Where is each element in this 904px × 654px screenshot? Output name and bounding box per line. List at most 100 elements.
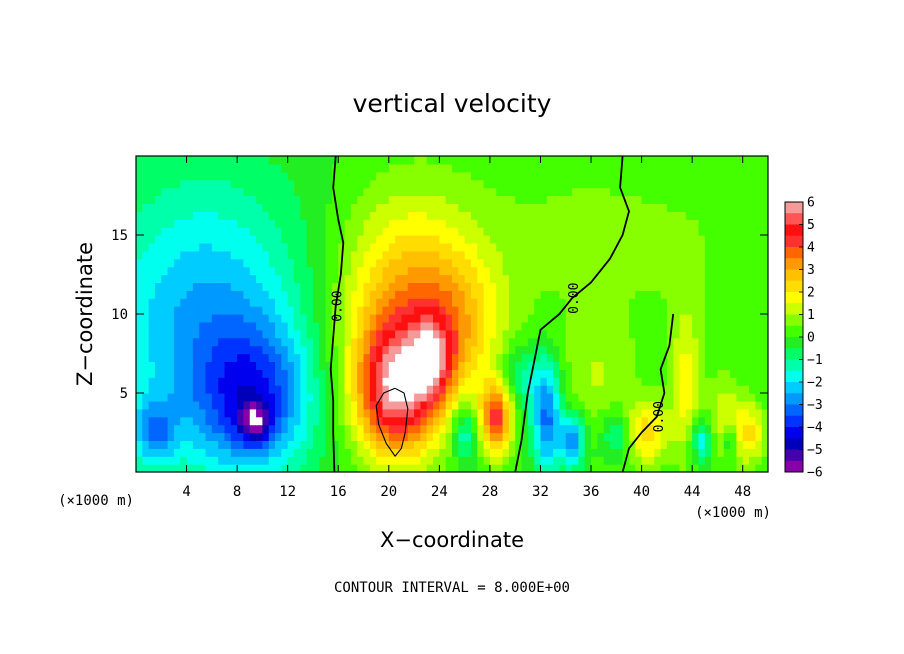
field-cell: [565, 274, 573, 283]
field-cell: [483, 432, 491, 441]
field-cell: [294, 163, 301, 173]
field-cell: [388, 314, 396, 323]
field-cell: [319, 298, 327, 307]
field-cell: [186, 314, 194, 323]
field-cell: [527, 156, 535, 165]
field-cell: [167, 369, 175, 378]
field-cell: [445, 163, 453, 173]
field-cell: [502, 298, 510, 307]
field-cell: [704, 377, 712, 386]
field-cell: [388, 187, 396, 197]
field-cell: [698, 163, 706, 173]
field-cell: [730, 377, 737, 386]
field-cell: [591, 464, 598, 472]
field-cell: [426, 329, 434, 339]
field-cell: [489, 440, 497, 449]
field-cell: [527, 464, 535, 472]
field-cell: [173, 345, 181, 355]
field-cell: [331, 448, 339, 457]
field-cell: [249, 456, 257, 465]
field-cell: [173, 235, 181, 244]
field-cell: [458, 424, 466, 434]
field-cell: [281, 369, 289, 378]
field-cell: [584, 266, 592, 276]
contour-line: [621, 313, 675, 472]
field-cell: [275, 282, 282, 291]
field-cell: [641, 464, 649, 472]
y-tick-label: 5: [120, 386, 128, 402]
field-cell: [591, 282, 598, 291]
field-cell: [452, 298, 459, 307]
field-cell: [414, 314, 421, 323]
field-cell: [287, 464, 295, 472]
field-cell: [591, 329, 598, 339]
field-cell: [319, 250, 327, 260]
field-cell: [148, 203, 156, 212]
field-cell: [521, 227, 529, 236]
field-cell: [256, 187, 263, 197]
field-cell: [142, 211, 150, 220]
field-cell: [622, 156, 630, 165]
field-cell: [679, 211, 687, 220]
field-cell: [344, 298, 352, 307]
field-cell: [692, 408, 700, 418]
field-cell: [755, 337, 763, 347]
field-cell: [407, 250, 415, 260]
field-cell: [730, 393, 737, 402]
field-cell: [357, 408, 365, 418]
field-cell: [363, 290, 371, 299]
field-cell: [666, 227, 674, 236]
field-cell: [515, 369, 523, 378]
field-cell: [515, 242, 523, 252]
field-cell: [205, 195, 213, 204]
field-cell: [584, 448, 592, 457]
field-cell: [565, 163, 573, 173]
field-cell: [610, 290, 617, 299]
field-cell: [610, 345, 617, 355]
field-cell: [167, 377, 175, 386]
field-cell: [698, 321, 706, 331]
field-cell: [540, 171, 548, 181]
field-cell: [477, 408, 485, 418]
field-cell: [224, 393, 232, 402]
field-cell: [243, 314, 251, 323]
field-cell: [635, 393, 643, 402]
field-cell: [433, 464, 440, 472]
field-cell: [369, 424, 377, 434]
field-cell: [395, 337, 403, 347]
field-cell: [148, 337, 156, 347]
field-cell: [192, 282, 200, 291]
field-cell: [401, 306, 409, 315]
field-cell: [641, 361, 649, 370]
field-cell: [167, 219, 175, 228]
field-cell: [407, 274, 415, 283]
field-cell: [673, 321, 681, 331]
field-cell: [458, 369, 466, 378]
field-cell: [230, 424, 238, 434]
field-cell: [534, 440, 542, 449]
field-cell: [584, 298, 592, 307]
field-cell: [723, 408, 731, 418]
field-cell: [167, 385, 175, 394]
field-cell: [230, 282, 238, 291]
field-cell: [711, 156, 719, 165]
field-cell: [154, 163, 162, 173]
field-cell: [426, 337, 434, 347]
field-cell: [553, 393, 561, 402]
field-cell: [496, 424, 504, 434]
field-cell: [300, 171, 308, 181]
field-cell: [502, 235, 510, 244]
field-cell: [452, 171, 459, 181]
field-cell: [723, 321, 731, 331]
field-cell: [433, 416, 440, 426]
field-cell: [275, 266, 282, 276]
field-cell: [692, 250, 700, 260]
field-cell: [755, 361, 763, 370]
field-cell: [546, 361, 554, 370]
field-cell: [736, 353, 744, 362]
field-cell: [363, 282, 371, 291]
field-cell: [508, 416, 516, 426]
field-cell: [186, 377, 194, 386]
field-cell: [502, 353, 510, 362]
field-cell: [186, 432, 194, 441]
